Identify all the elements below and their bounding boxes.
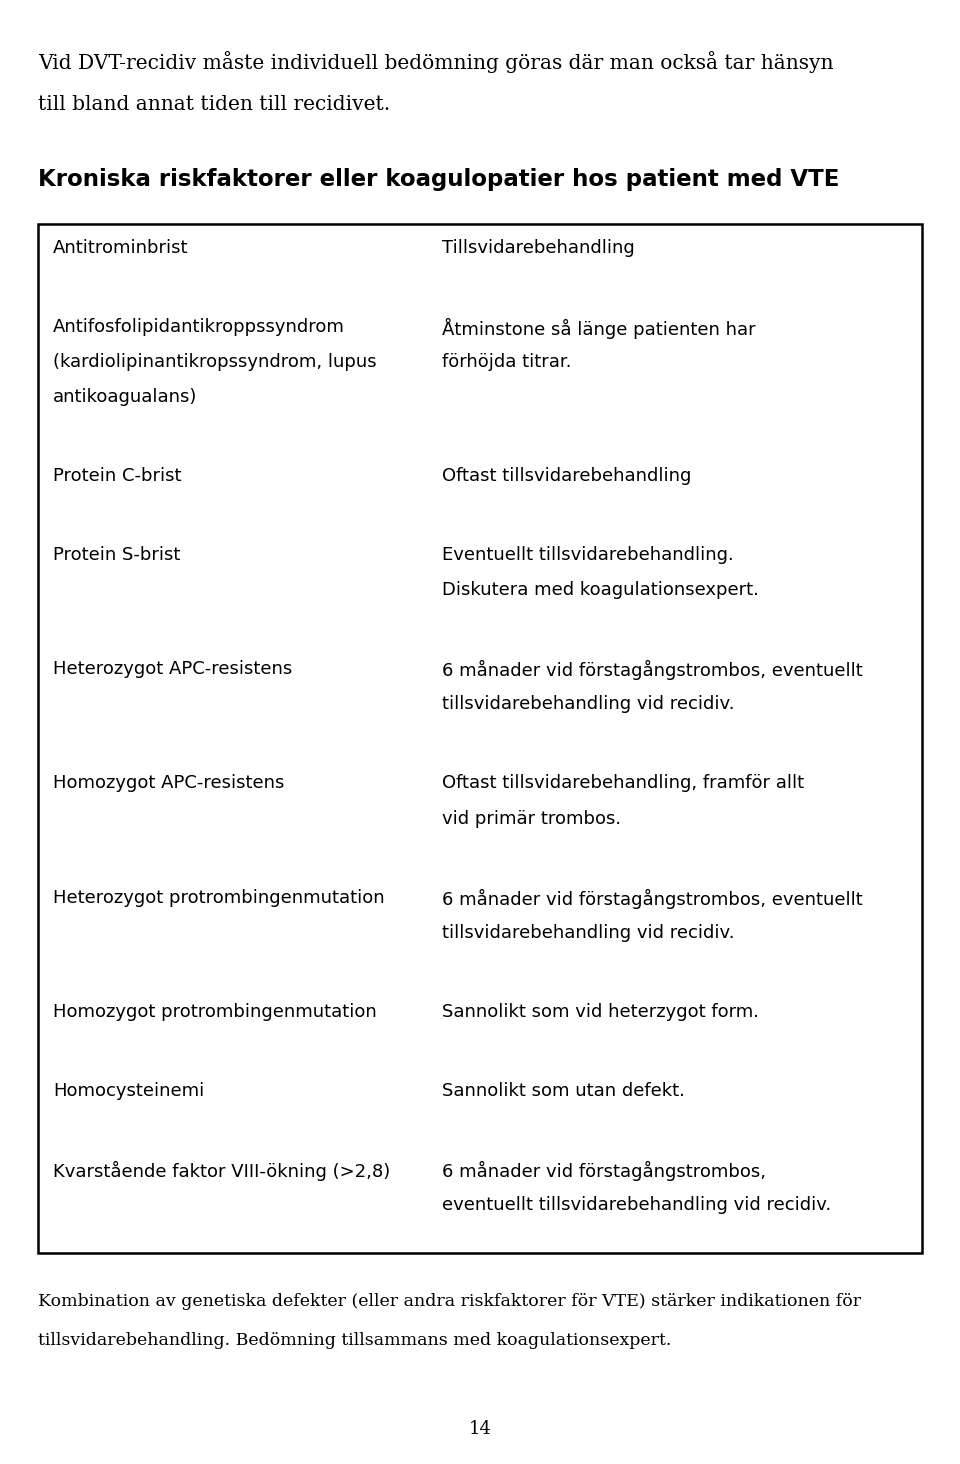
- Text: (kardiolipinantikropssyndrom, lupus: (kardiolipinantikropssyndrom, lupus: [53, 353, 376, 370]
- Text: eventuellt tillsvidarebehandling vid recidiv.: eventuellt tillsvidarebehandling vid rec…: [442, 1196, 830, 1214]
- Text: 6 månader vid förstagångstrombos, eventuellt: 6 månader vid förstagångstrombos, eventu…: [442, 889, 862, 909]
- Text: Diskutera med koagulationsexpert.: Diskutera med koagulationsexpert.: [442, 581, 758, 599]
- Text: Protein C-brist: Protein C-brist: [53, 467, 181, 485]
- Text: Sannolikt som vid heterzygot form.: Sannolikt som vid heterzygot form.: [442, 1003, 758, 1020]
- Text: Homozygot protrombingenmutation: Homozygot protrombingenmutation: [53, 1003, 376, 1020]
- Text: Antitrominbrist: Antitrominbrist: [53, 239, 188, 256]
- Text: Kroniska riskfaktorer eller koagulopatier hos patient med VTE: Kroniska riskfaktorer eller koagulopatie…: [38, 168, 840, 192]
- Text: Kombination av genetiska defekter (eller andra riskfaktorer för VTE) stärker ind: Kombination av genetiska defekter (eller…: [38, 1293, 861, 1310]
- Text: Oftast tillsvidarebehandling: Oftast tillsvidarebehandling: [442, 467, 691, 485]
- Text: 6 månader vid förstagångstrombos,: 6 månader vid förstagångstrombos,: [442, 1161, 766, 1181]
- Text: förhöjda titrar.: förhöjda titrar.: [442, 353, 571, 370]
- Text: Kvarstående faktor VIII-ökning (>2,8): Kvarstående faktor VIII-ökning (>2,8): [53, 1161, 390, 1181]
- Text: till bland annat tiden till recidivet.: till bland annat tiden till recidivet.: [38, 95, 391, 114]
- Bar: [38, 224, 922, 1253]
- Text: vid primär trombos.: vid primär trombos.: [442, 810, 621, 827]
- Text: Sannolikt som utan defekt.: Sannolikt som utan defekt.: [442, 1082, 684, 1099]
- Text: Åtminstone så länge patienten har: Åtminstone så länge patienten har: [442, 318, 756, 338]
- Text: Oftast tillsvidarebehandling, framför allt: Oftast tillsvidarebehandling, framför al…: [442, 774, 804, 792]
- Text: tillsvidarebehandling vid recidiv.: tillsvidarebehandling vid recidiv.: [442, 695, 734, 713]
- Text: Antifosfolipidantikroppssyndrom: Antifosfolipidantikroppssyndrom: [53, 318, 345, 335]
- Text: 14: 14: [468, 1420, 492, 1438]
- Text: Heterozygot protrombingenmutation: Heterozygot protrombingenmutation: [53, 889, 384, 906]
- Text: tillsvidarebehandling vid recidiv.: tillsvidarebehandling vid recidiv.: [442, 924, 734, 941]
- Text: Eventuellt tillsvidarebehandling.: Eventuellt tillsvidarebehandling.: [442, 546, 733, 564]
- Text: Vid DVT-recidiv måste individuell bedömning göras där man också tar hänsyn: Vid DVT-recidiv måste individuell bedömn…: [38, 51, 834, 73]
- Text: antikoagualans): antikoagualans): [53, 388, 197, 406]
- Text: Tillsvidarebehandling: Tillsvidarebehandling: [442, 239, 635, 256]
- Text: 6 månader vid förstagångstrombos, eventuellt: 6 månader vid förstagångstrombos, eventu…: [442, 660, 862, 681]
- Text: Homozygot APC-resistens: Homozygot APC-resistens: [53, 774, 284, 792]
- Text: Protein S-brist: Protein S-brist: [53, 546, 180, 564]
- Text: Homocysteinemi: Homocysteinemi: [53, 1082, 204, 1099]
- Text: tillsvidarebehandling. Bedömning tillsammans med koagulationsexpert.: tillsvidarebehandling. Bedömning tillsam…: [38, 1332, 672, 1350]
- Text: Heterozygot APC-resistens: Heterozygot APC-resistens: [53, 660, 292, 678]
